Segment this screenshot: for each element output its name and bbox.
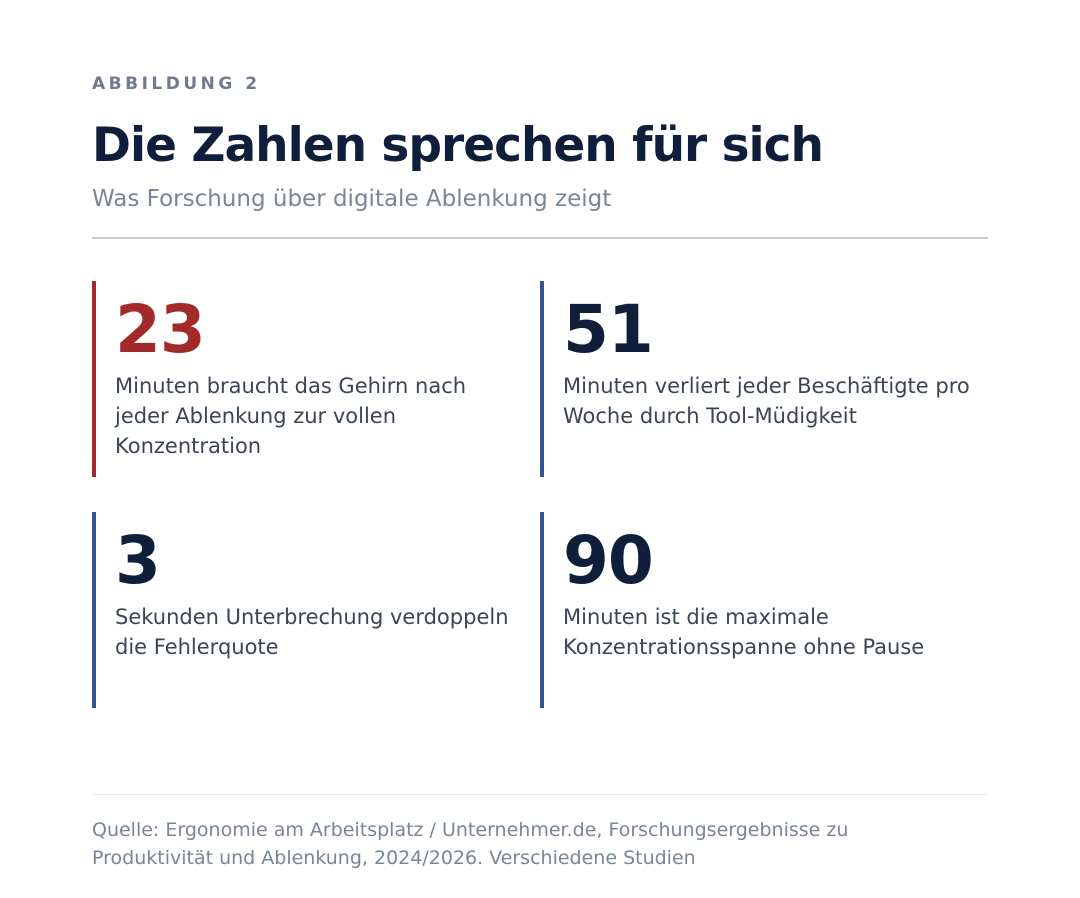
stat-value: 23 — [115, 291, 206, 368]
stat-description: Sekunden Unterbrechung verdoppeln die Fe… — [115, 605, 509, 659]
figure-label: ABBILDUNG 2 — [92, 74, 261, 94]
stat-value: 3 — [115, 522, 161, 599]
source-note: Quelle: Ergonomie am Arbeitsplatz / Unte… — [92, 819, 849, 869]
page-subtitle: Was Forschung über digitale Ablenkung ze… — [92, 186, 612, 212]
header-divider — [92, 237, 988, 239]
stat-value: 90 — [563, 522, 654, 599]
stat-description: Minuten verliert jeder Beschäftigte pro … — [563, 374, 970, 428]
stat-card-2: 51 Minuten verliert jeder Beschäftigte p… — [540, 281, 970, 477]
stat-description: Minuten braucht das Gehirn nach jeder Ab… — [115, 374, 467, 458]
footer-divider — [92, 794, 988, 795]
page-title: Die Zahlen sprechen für sich — [92, 118, 824, 173]
stat-value: 51 — [563, 291, 654, 368]
stat-card-3: 3 Sekunden Unterbrechung verdoppeln die … — [92, 512, 512, 708]
stat-card-1: 23 Minuten braucht das Gehirn nach jeder… — [92, 281, 512, 477]
stat-card-4: 90 Minuten ist die maximale Konzentratio… — [540, 512, 960, 708]
stat-description: Minuten ist die maximale Konzentrationss… — [563, 605, 925, 659]
